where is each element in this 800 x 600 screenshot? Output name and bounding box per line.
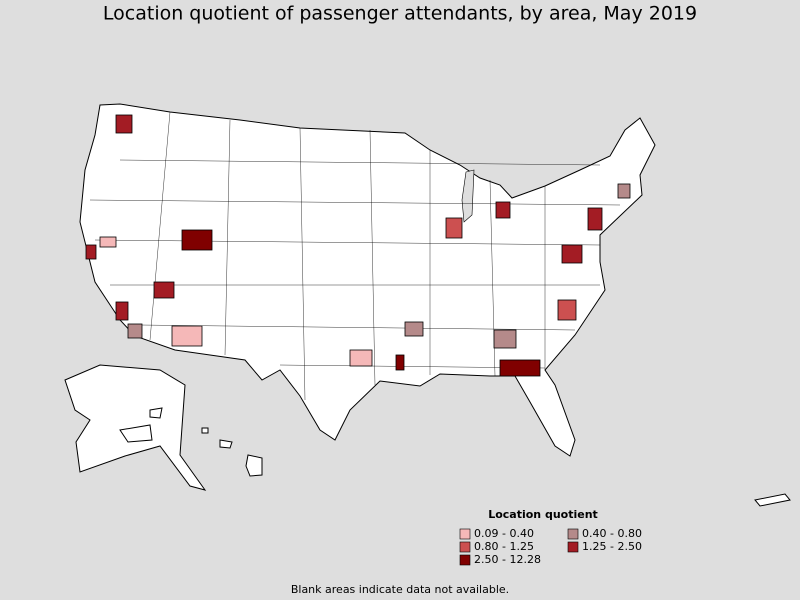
border bbox=[369, 129, 376, 386]
shaded-areas bbox=[85, 114, 631, 377]
legend-label: 0.09 - 0.40 bbox=[474, 527, 534, 540]
area bbox=[181, 229, 213, 251]
legend-label: 1.25 - 2.50 bbox=[582, 540, 642, 553]
area bbox=[115, 114, 133, 134]
area bbox=[561, 244, 583, 264]
legend: Location quotient 0.09 - 0.40 0.40 - 0.80… bbox=[459, 508, 642, 566]
footnote: Blank areas indicate data not available. bbox=[291, 583, 509, 596]
border bbox=[89, 199, 621, 206]
legend-swatch bbox=[567, 528, 579, 540]
area bbox=[587, 207, 603, 231]
area bbox=[404, 321, 424, 337]
area bbox=[115, 301, 129, 321]
area bbox=[127, 323, 143, 339]
legend-swatch bbox=[459, 541, 471, 553]
legend-label: 0.40 - 0.80 bbox=[582, 527, 642, 540]
hawaii bbox=[219, 439, 233, 449]
border bbox=[299, 127, 306, 401]
alaska-blank bbox=[119, 424, 153, 443]
area bbox=[153, 281, 175, 299]
area bbox=[493, 329, 517, 349]
hawaii bbox=[245, 454, 263, 477]
legend-label: 2.50 - 12.28 bbox=[474, 553, 541, 566]
area bbox=[85, 244, 97, 260]
legend-title: Location quotient bbox=[488, 508, 598, 521]
border bbox=[139, 324, 576, 331]
legend-swatch bbox=[459, 528, 471, 540]
legend-swatch bbox=[567, 541, 579, 553]
alaska-blank bbox=[149, 407, 163, 419]
title: Location quotient of passenger attendant… bbox=[103, 3, 697, 25]
border bbox=[149, 111, 171, 341]
area bbox=[349, 349, 373, 367]
lake-michigan bbox=[461, 169, 475, 223]
hawaii bbox=[201, 427, 209, 434]
area bbox=[445, 217, 463, 239]
border bbox=[119, 159, 601, 166]
legend-label: 0.80 - 1.25 bbox=[474, 540, 534, 553]
area bbox=[99, 236, 117, 248]
area bbox=[495, 201, 511, 219]
border bbox=[224, 119, 231, 356]
area bbox=[557, 299, 577, 321]
area bbox=[499, 359, 541, 377]
border bbox=[94, 239, 601, 246]
puerto-rico bbox=[754, 493, 791, 507]
area bbox=[395, 354, 405, 371]
area bbox=[617, 183, 631, 199]
legend-swatch bbox=[459, 554, 471, 566]
area bbox=[171, 325, 203, 347]
